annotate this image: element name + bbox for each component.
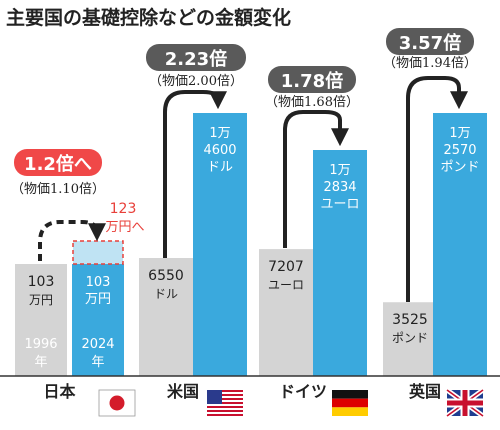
ratio-badge-3	[386, 28, 474, 55]
bar-new-0	[72, 264, 124, 376]
bar-old-0	[15, 264, 67, 376]
germany-flag	[332, 390, 368, 416]
category-label-3: 英国	[408, 382, 441, 401]
japan-flag	[98, 389, 136, 417]
bar-new-label-1-2: ドル	[207, 160, 233, 175]
bar-new-label-2-2: ユーロ	[320, 197, 359, 212]
bar-old-label-0-0: 103	[28, 274, 55, 290]
usa-flag-stripe	[207, 396, 243, 398]
usa-flag-stripe	[207, 398, 243, 400]
japan-target-label-0: 123	[110, 201, 137, 217]
price-note-0: （物価1.10倍）	[11, 182, 105, 197]
year-old-1: 年	[34, 355, 47, 370]
bar-new-label-2-0: 1万	[329, 163, 350, 178]
bar-new-label-0-0: 103	[86, 275, 111, 290]
uk-arrow	[406, 76, 468, 302]
bar-new-label-0-1: 万円	[85, 292, 111, 307]
chart-title: 主要国の基礎控除などの金額変化	[6, 6, 291, 29]
ratio-label-2: 1.78倍	[281, 70, 343, 92]
japan-arrow	[38, 220, 106, 261]
ratio-badge-2	[268, 66, 356, 93]
price-note-1: （物価2.00倍）	[149, 74, 243, 89]
usa-flag-stripe	[207, 404, 243, 406]
usa-flag-stripe	[207, 400, 243, 402]
usa-flag-stripe	[207, 406, 243, 408]
germany-flag-band	[332, 407, 368, 416]
usa-flag	[207, 390, 243, 416]
bar-old-label-1-1: ドル	[154, 287, 178, 301]
bar-old-label-1-0: 6550	[148, 268, 184, 284]
japan-flag-disc	[109, 395, 125, 411]
bar-old-3	[383, 302, 437, 376]
bar-old-label-2-1: ユーロ	[268, 278, 304, 292]
bar-old-label-2-0: 7207	[268, 259, 304, 275]
category-label-1: 米国	[167, 382, 199, 401]
bar-new-1	[193, 113, 247, 376]
bar-new-3	[433, 113, 487, 376]
price-note-2: （物価1.68倍）	[265, 95, 359, 110]
uk-flag	[445, 387, 485, 419]
bar-old-label-0-1: 万円	[29, 293, 53, 307]
usa-flag-stripe	[207, 410, 243, 412]
ratio-badge-1	[146, 44, 246, 71]
bar-old-label-3-0: 3525	[392, 312, 428, 328]
ratio-label-1: 2.23倍	[165, 48, 227, 70]
bar-new-2	[313, 150, 367, 376]
usa-flag-stripe	[207, 394, 243, 396]
ratio-label-0: 1.2倍へ	[24, 153, 92, 175]
year-new-1: 年	[91, 355, 104, 370]
usa-arrow	[163, 90, 227, 258]
bar-new-label-3-1: 2570	[443, 143, 476, 158]
year-new-0: 2024	[81, 337, 114, 352]
bar-new-label-2-1: 2834	[323, 180, 356, 195]
bar-old-label-3-1: ポンド	[392, 331, 428, 345]
japan-target-label-1: 万円へ	[105, 220, 144, 235]
ratio-badge-0	[14, 149, 102, 176]
usa-flag-stripe	[207, 392, 243, 394]
usa-flag-canton	[207, 390, 222, 404]
usa-flag-stripe	[207, 414, 243, 416]
bar-old-1	[139, 258, 193, 376]
bar-new-label-3-2: ポンド	[440, 160, 479, 175]
ratio-label-3: 3.57倍	[399, 32, 461, 54]
year-old-0: 1996	[24, 337, 57, 352]
usa-flag-stripe	[207, 402, 243, 404]
category-label-0: 日本	[43, 382, 75, 401]
germany-arrow	[283, 110, 349, 248]
usa-flag-stripe	[207, 390, 243, 392]
usa-flag-stripe	[207, 412, 243, 414]
bar-old-2	[259, 249, 313, 376]
price-note-3: （物価1.94倍）	[383, 56, 477, 71]
germany-flag-band	[332, 398, 368, 408]
category-label-2: ドイツ	[279, 382, 327, 401]
bar-new-label-1-0: 1万	[209, 126, 230, 141]
usa-flag-stripe	[207, 408, 243, 410]
germany-flag-band	[332, 390, 368, 399]
bar-new-label-1-1: 4600	[203, 143, 236, 158]
japan-target-box	[72, 240, 124, 265]
uk-flag-cross-red	[462, 390, 468, 416]
bar-new-label-3-0: 1万	[449, 126, 470, 141]
